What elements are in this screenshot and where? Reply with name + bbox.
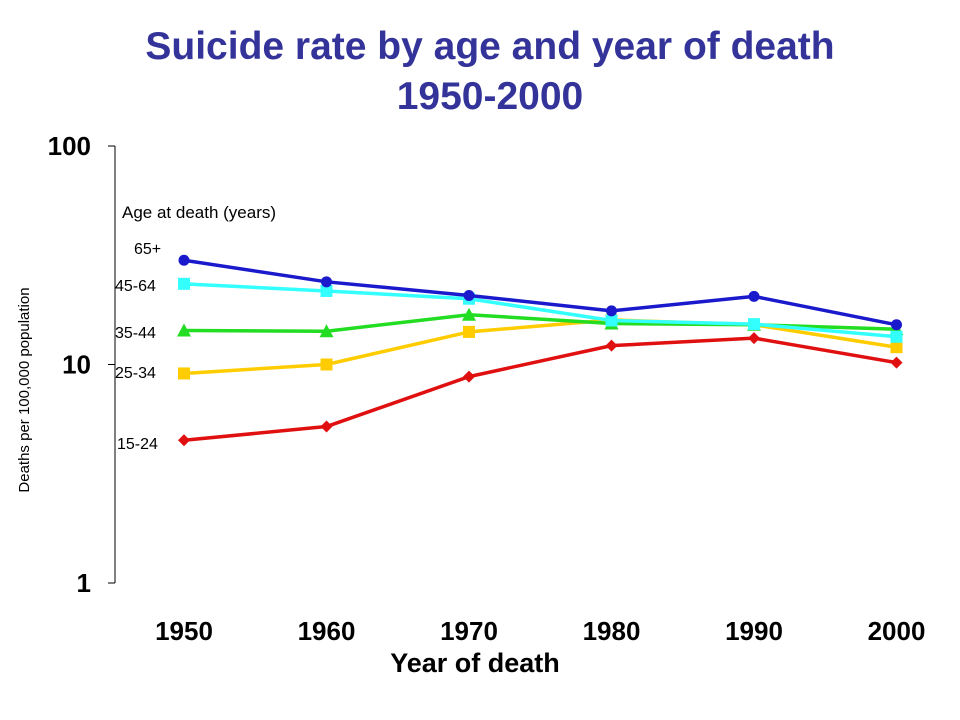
data-point-65+ (321, 276, 332, 288)
data-point-15-24 (178, 434, 190, 447)
x-tick-label: 1980 (583, 616, 641, 646)
data-point-25-34 (178, 367, 190, 380)
data-point-65+ (463, 289, 475, 301)
y-tick-label: 1 (77, 568, 91, 598)
data-point-15-24 (463, 370, 475, 383)
series-label-35-44: 35-44 (115, 325, 156, 342)
series-label-25-34: 25-34 (115, 365, 156, 382)
data-point-15-24 (748, 332, 760, 345)
series-line-25-34 (183, 318, 897, 376)
chart-title-line: Suicide rate by age and year of death (145, 25, 835, 68)
series-line-65+ (183, 258, 897, 327)
legend-title: Age at death (years) (122, 203, 277, 222)
y-axis-label: Deaths per 100,000 population (16, 287, 33, 493)
data-point-25-34 (890, 341, 903, 354)
series-line-15-24 (183, 336, 897, 443)
series-label-65plus: 65+ (134, 241, 162, 258)
data-point-65+ (748, 290, 760, 302)
series-label-45-64: 45-64 (115, 278, 156, 295)
data-point-15-24 (320, 420, 333, 433)
data-point-15-24 (605, 339, 618, 352)
data-point-45-64 (605, 314, 618, 327)
y-tick-label: 10 (62, 350, 91, 380)
data-point-45-64 (320, 284, 333, 297)
x-tick-label: 1970 (440, 616, 498, 646)
data-point-35-44 (177, 323, 191, 337)
series-line-45-64 (183, 282, 897, 339)
data-point-45-64 (178, 277, 190, 290)
data-point-65+ (178, 254, 190, 266)
x-tick-label: 2000 (868, 616, 926, 646)
data-point-65+ (606, 305, 617, 317)
x-axis-label: Year of death (390, 648, 560, 678)
chart-subtitle: 1950-2000 (396, 75, 584, 118)
data-point-25-34 (320, 358, 333, 371)
x-tick-label: 1990 (725, 616, 783, 646)
data-point-65+ (891, 319, 902, 331)
data-point-45-64 (748, 318, 760, 331)
x-tick-label: 1950 (155, 616, 213, 646)
chart-title: Suicide rate by age and year of death 19… (0, 22, 960, 122)
data-point-25-34 (463, 325, 475, 338)
data-point-35-44 (319, 324, 334, 338)
x-tick-label: 1960 (298, 616, 356, 646)
y-tick-label: 100 (48, 131, 91, 161)
data-point-45-64 (890, 330, 903, 343)
data-point-15-24 (890, 356, 903, 369)
series-label-15-24: 15-24 (117, 436, 158, 453)
data-point-35-44 (462, 307, 476, 321)
